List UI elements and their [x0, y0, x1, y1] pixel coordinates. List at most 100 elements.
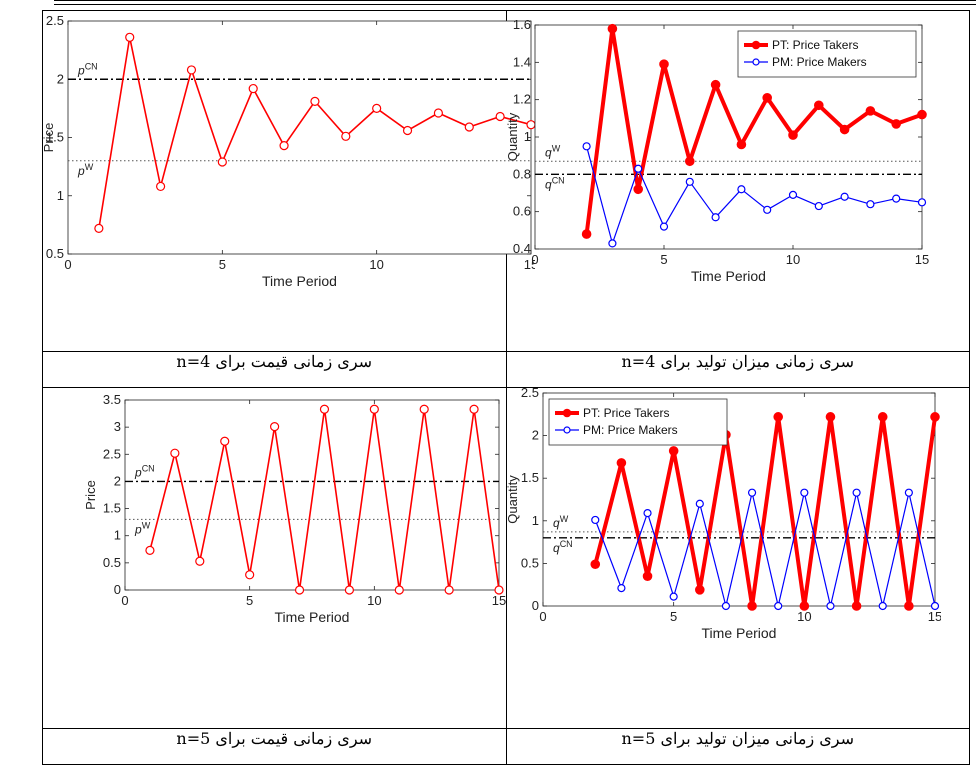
data-point-pt — [903, 601, 914, 611]
y-tick-label: 1 — [114, 528, 121, 543]
data-point-price — [248, 83, 258, 94]
data-point-pt — [839, 124, 849, 135]
y-tick-label: 2 — [57, 71, 64, 86]
data-point-pm — [891, 194, 900, 203]
data-point-pm — [852, 488, 861, 497]
data-point-pt — [916, 109, 927, 120]
x-tick-label: 15 — [492, 593, 506, 608]
data-point-pt — [825, 412, 835, 422]
data-point-pm — [711, 213, 720, 222]
data-point-price — [494, 585, 504, 595]
data-point-price — [245, 570, 255, 580]
data-point-pt — [787, 130, 798, 140]
chart-quantity-n4: 0 5 10 15 0.4 0.6 0.8 1 1.2 1.4 1.6 Time Period Quan… — [507, 17, 929, 284]
y-tick-label: 1.6 — [512, 17, 530, 32]
data-point-pt — [616, 458, 626, 468]
y-tick-label: 1.5 — [520, 470, 538, 485]
cell-quantity-n4: 0 5 10 15 0.4 0.6 0.8 1 1.2 1.4 1.6 Time Period Quan… — [505, 10, 970, 352]
y-axis-label: Price — [43, 123, 56, 153]
legend-box — [737, 30, 916, 78]
data-point-price — [125, 32, 135, 42]
y-tick-label: 1 — [523, 129, 530, 144]
data-point-pm — [773, 601, 782, 611]
caption-quantity-n4: سری زمانی میزان تولید برای n=4 — [505, 351, 970, 388]
data-point-pt — [710, 79, 720, 90]
y-tick-label: 1.5 — [46, 130, 64, 145]
data-point-pm — [840, 192, 849, 201]
series-line-pm — [585, 146, 922, 244]
data-point-price — [341, 131, 351, 141]
data-point-price — [372, 103, 382, 113]
x-tick-label: 5 — [219, 257, 226, 272]
data-point-price — [369, 404, 379, 414]
x-axis-label: Time Period — [275, 609, 350, 625]
x-tick-label: 15 — [927, 609, 940, 624]
data-point-price — [170, 448, 180, 458]
legend-marker-pt — [751, 40, 760, 50]
y-tick-label: 2 — [531, 428, 538, 443]
data-point-pt — [694, 585, 705, 595]
series-line-pm — [594, 492, 936, 607]
data-point-price — [319, 404, 330, 414]
y-axis-label: Quantity — [507, 112, 520, 161]
data-point-pt — [877, 412, 888, 422]
data-point-price — [394, 585, 404, 595]
data-point-pt — [799, 601, 809, 611]
data-point-pt — [632, 184, 643, 195]
x-axis-label: Time Period — [701, 625, 776, 641]
caption-price-n4: سری زمانی قیمت برای n=4 — [42, 351, 507, 388]
data-point-pm — [917, 198, 926, 207]
x-tick-label: 5 — [660, 252, 667, 267]
x-tick-label: 5 — [670, 609, 677, 624]
x-tick-label: 10 — [369, 257, 383, 272]
data-point-pm — [747, 488, 756, 497]
y-tick-label: 0.5 — [103, 555, 121, 570]
y-tick-label: 0.5 — [46, 246, 64, 261]
data-point-price — [145, 545, 155, 555]
plot-area — [67, 20, 532, 255]
y-tick-label: 2.5 — [46, 13, 64, 28]
data-point-price — [270, 421, 280, 432]
y-tick-label: 2 — [114, 473, 121, 488]
cell-quantity-n5: 0 5 10 15 0 0.5 1 1.5 2 2.5 Time Period Quantity qW q… — [505, 387, 970, 729]
data-point-price — [279, 141, 289, 151]
data-point-pm — [581, 142, 591, 151]
data-point-pm — [685, 177, 694, 186]
y-tick-label: 1.4 — [512, 54, 530, 69]
data-point-price — [195, 556, 205, 566]
data-point-pt — [607, 23, 617, 34]
data-point-pt — [813, 100, 824, 111]
y-tick-label: 3 — [114, 419, 121, 434]
y-tick-label: 0 — [114, 582, 121, 597]
data-point-pt — [851, 601, 861, 611]
legend-label-pt: PT: Price Takers — [772, 38, 858, 52]
data-point-pm — [762, 205, 771, 214]
data-point-pm — [669, 592, 678, 601]
y-tick-label: 0 — [531, 598, 538, 613]
x-tick-label: 0 — [121, 593, 128, 608]
legend-marker-pt — [562, 408, 571, 418]
y-tick-label: 0.6 — [512, 204, 530, 219]
legend-marker-pm — [562, 426, 571, 434]
y-tick-label: 1 — [57, 188, 64, 203]
y-tick-label: 2.5 — [520, 388, 538, 400]
data-point-price — [464, 122, 474, 132]
y-tick-label: 0.5 — [520, 555, 538, 570]
data-point-price — [294, 585, 305, 595]
data-point-pt — [684, 156, 695, 167]
y-tick-label: 0.8 — [512, 166, 530, 181]
caption-quantity-n5: سری زمانی میزان تولید برای n=5 — [505, 728, 970, 765]
data-point-price — [433, 108, 443, 118]
x-tick-label: 5 — [246, 593, 253, 608]
data-point-price — [217, 157, 227, 167]
y-tick-label: 0.4 — [512, 241, 530, 256]
data-point-price — [344, 585, 354, 595]
data-point-pm — [607, 239, 617, 248]
data-point-pt — [746, 601, 757, 611]
x-tick-label: 15 — [914, 252, 928, 267]
data-point-pt — [890, 119, 901, 129]
y-tick-label: 1.2 — [512, 92, 530, 107]
data-point-pt — [929, 412, 940, 422]
x-axis-label: Time Period — [262, 273, 337, 289]
data-point-pm — [865, 200, 874, 209]
